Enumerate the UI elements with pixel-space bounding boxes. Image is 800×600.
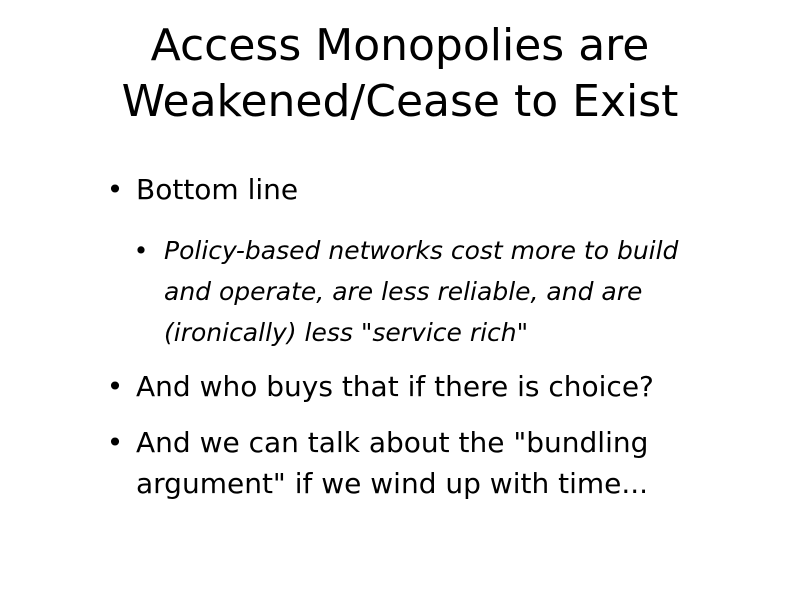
bullet-text: And we can talk about the "bundling argu…	[136, 422, 648, 504]
bullet-text: Bottom line	[136, 173, 299, 206]
bullet-icon: •	[106, 426, 124, 459]
sub-bullet-text: Policy-based networks cost more to build…	[164, 230, 678, 353]
sub-bullet-line-3: (ironically) less "service rich"	[164, 318, 529, 347]
sub-bullet-line-1: Policy-based networks cost more to build	[164, 236, 679, 265]
bullet-icon: •	[133, 236, 149, 265]
sub-bullet-line-2: and operate, are less reliable, and are	[164, 277, 643, 306]
bullet-text: And who buys that if there is choice?	[136, 370, 654, 403]
bullet-line-1: And we can talk about the "bundling	[136, 426, 649, 459]
slide-title-line-1: Access Monopolies are	[150, 20, 650, 71]
slide-title: Access Monopolies are Weakened/Cease to …	[40, 18, 760, 130]
bullet-icon: •	[106, 173, 124, 206]
bullet-line-2: argument" if we wind up with time...	[136, 467, 649, 500]
slide-title-line-2: Weakened/Cease to Exist	[121, 76, 679, 127]
bullet-icon: •	[106, 370, 124, 403]
